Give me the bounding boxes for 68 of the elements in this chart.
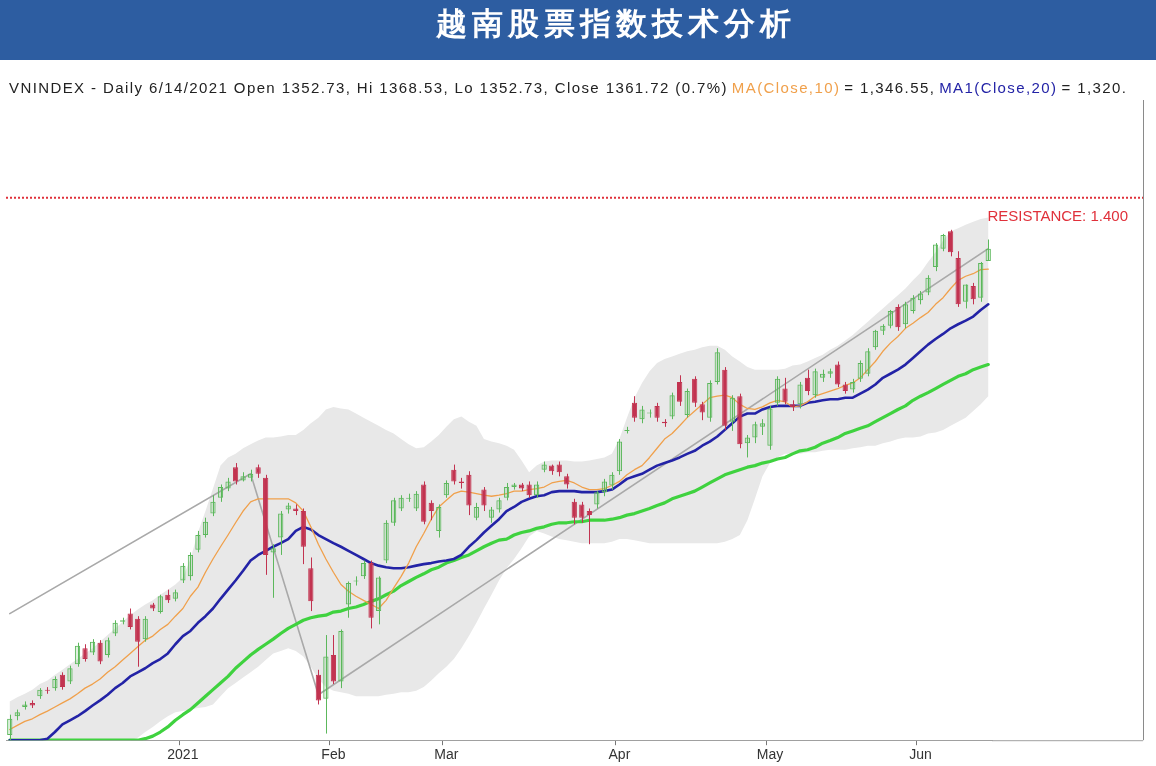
candlestick xyxy=(142,615,148,643)
candlestick xyxy=(947,229,954,257)
candlestick xyxy=(481,486,487,512)
candlestick xyxy=(774,375,781,407)
chart-title: 越南股票指数技术分析 xyxy=(436,5,796,41)
candlestick xyxy=(963,283,969,309)
text: MA(Close,10) xyxy=(731,79,841,96)
text: = 1,320. xyxy=(1061,79,1128,96)
candlestick xyxy=(180,562,186,584)
candlestick xyxy=(925,274,931,296)
candlestick xyxy=(782,377,788,405)
candlestick xyxy=(699,401,705,421)
candlestick xyxy=(338,628,344,689)
candlestick xyxy=(729,394,735,432)
candlestick xyxy=(616,438,623,476)
candlestick xyxy=(97,639,103,665)
x-tick-label: May xyxy=(756,746,784,763)
candlestick xyxy=(571,498,577,525)
candlestick xyxy=(375,575,382,625)
candlestick xyxy=(714,347,720,385)
candlestick xyxy=(436,503,442,539)
x-tick-label: Feb xyxy=(321,746,346,763)
candlestick xyxy=(428,499,434,521)
candlestick xyxy=(104,637,111,659)
candlestick xyxy=(767,405,773,451)
candlestick xyxy=(52,675,58,692)
text: = 1,346.55, xyxy=(844,79,936,96)
candlestick xyxy=(902,301,909,329)
candlestick xyxy=(654,402,660,423)
candlestick xyxy=(67,665,73,685)
candlestick xyxy=(443,479,449,499)
candlestick xyxy=(692,375,698,408)
text: MA1(Close,20) xyxy=(939,79,1058,96)
candlestick xyxy=(887,309,894,329)
candlestick xyxy=(631,395,638,423)
x-tick-label: Mar xyxy=(434,746,459,763)
candlestick xyxy=(812,368,818,399)
candlestick xyxy=(609,471,615,491)
candlestick xyxy=(857,359,863,383)
x-tick-label: 2021 xyxy=(167,746,199,763)
x-tick-label: Apr xyxy=(608,746,631,763)
candlestick xyxy=(677,374,683,407)
chart-subtitle: VNINDEX - Daily 6/14/2021 Open 1352.73, Hi 1368.53, Lo 1352.73, Close 1361.72 (0.7%) xyxy=(9,79,728,96)
candlestick xyxy=(232,462,239,485)
candlestick xyxy=(534,480,540,499)
candlestick xyxy=(157,594,163,615)
candlestick xyxy=(135,615,141,668)
candlestick xyxy=(684,388,690,419)
candlestick xyxy=(669,392,675,420)
candlestick xyxy=(323,634,329,735)
candlestick xyxy=(315,669,321,705)
candlestick xyxy=(978,261,984,303)
candlestick xyxy=(932,242,939,272)
candlestick xyxy=(797,381,803,409)
candlestick xyxy=(910,294,916,315)
candlestick xyxy=(217,484,224,503)
candlestick xyxy=(195,530,201,553)
candlestick xyxy=(865,347,871,377)
candlestick xyxy=(383,519,389,564)
candlestick xyxy=(579,501,585,524)
x-tick-label: Jun xyxy=(909,746,932,763)
text: RESISTANCE: 1.400 xyxy=(987,207,1128,225)
candlestick xyxy=(278,510,284,556)
candlestick xyxy=(895,303,901,332)
candlestick xyxy=(210,494,216,517)
candlestick xyxy=(707,379,713,423)
candlestick xyxy=(390,497,397,527)
candlestick xyxy=(752,421,758,444)
